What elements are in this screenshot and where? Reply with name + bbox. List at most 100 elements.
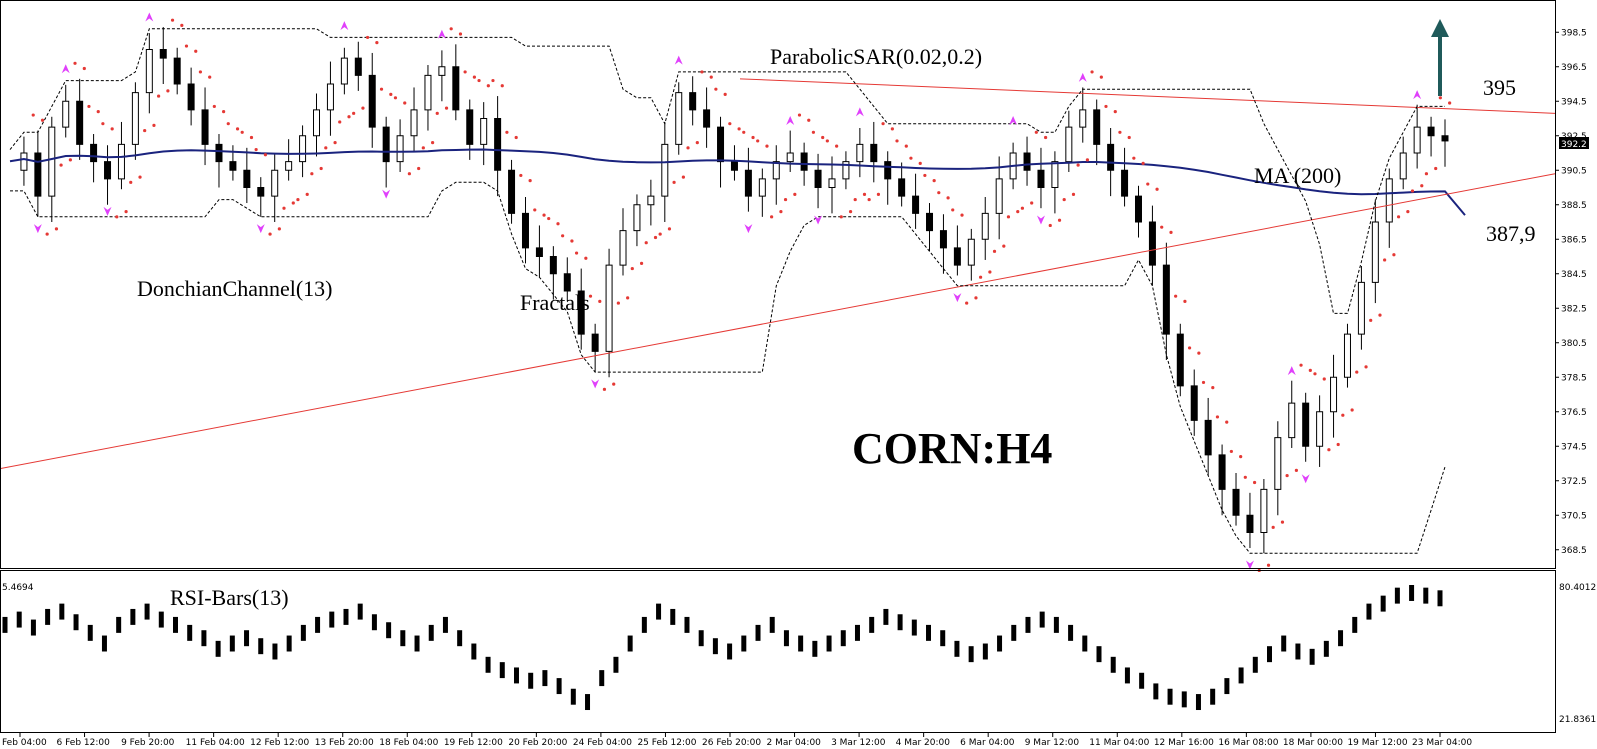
sar-dot (101, 122, 105, 126)
candle-body (1371, 221, 1379, 283)
candle-body (396, 135, 404, 163)
sar-dot (403, 101, 407, 105)
sar-dot (347, 115, 351, 119)
candle (173, 47, 181, 95)
candle (535, 225, 543, 278)
sar-dot (574, 251, 579, 255)
candle (1343, 323, 1351, 388)
candle (647, 179, 655, 226)
candle-body (717, 126, 725, 163)
sar-dot (960, 213, 964, 217)
candle (1288, 380, 1296, 448)
candle (368, 52, 376, 148)
candle (521, 196, 529, 264)
x-tick-label: 24 Feb 04:00 (573, 738, 632, 748)
sar-dot (143, 128, 147, 133)
y-tick-label: 384.5 (1561, 270, 1587, 280)
sar-dot (1383, 258, 1387, 262)
sar-dot (783, 197, 788, 202)
candle-body (591, 333, 599, 352)
sar-dot (124, 210, 128, 214)
candle-body (1274, 437, 1282, 490)
fractal-up-icon (437, 29, 446, 39)
candle-body (494, 118, 502, 171)
sar-dot (129, 180, 133, 184)
fractal-up-icon (1009, 115, 1018, 125)
candle-body (187, 83, 195, 111)
candle-body (1288, 402, 1296, 439)
candle-body (243, 169, 251, 188)
sar-dot (1057, 218, 1062, 222)
sar-dot (895, 139, 899, 143)
candle-body (76, 100, 84, 145)
fractal-down-icon (591, 379, 600, 389)
x-tick-label: 23 Mar 04:00 (1412, 738, 1472, 748)
sar-dot (1243, 475, 1247, 479)
sar-dot (709, 75, 713, 79)
candle-body (633, 204, 641, 232)
candle (1121, 147, 1129, 207)
donchian-label: DonchianChannel(13) (137, 276, 333, 301)
sar-dot (1020, 206, 1024, 210)
sar-dot (1132, 156, 1136, 160)
sar-dot (756, 139, 760, 143)
sar-dot (505, 130, 509, 134)
candle-body (884, 161, 892, 180)
candle (410, 87, 418, 152)
candle-body (466, 109, 474, 145)
sar-dot (1355, 370, 1359, 374)
candle-body (647, 195, 655, 206)
sar-dot (723, 92, 727, 96)
candle-body (856, 143, 864, 163)
sar-dot (974, 296, 978, 300)
candle (633, 194, 641, 247)
sar-dot (793, 192, 797, 196)
candle (577, 268, 585, 350)
sar-dot (291, 201, 295, 205)
y-tick-label: 396.5 (1561, 63, 1587, 73)
donchian-upper (9, 28, 1445, 314)
y-tick-label: 386.5 (1561, 235, 1587, 245)
candle-body (898, 178, 906, 197)
sar-dot (138, 175, 142, 179)
candle-body (605, 264, 613, 352)
sar-dot (728, 122, 732, 126)
sar-dot (208, 75, 212, 79)
candle (703, 87, 711, 148)
sar-dot (1341, 413, 1345, 417)
x-tick-label: 4 Mar 20:00 (896, 738, 951, 748)
sar-dot (1448, 101, 1452, 105)
sar-dot (40, 118, 45, 122)
fractal-up-icon (855, 107, 864, 117)
candle-body (1051, 161, 1059, 188)
fractal-down-icon (382, 189, 391, 199)
sar-dot (1313, 372, 1317, 376)
candle-body (354, 57, 362, 76)
sar-dot (491, 78, 495, 83)
sar-dot (87, 104, 91, 109)
x-tick-label: 9 Feb 20:00 (121, 738, 175, 748)
candle-body (1427, 126, 1435, 137)
sar-dot (184, 44, 189, 48)
fractal-up-icon (786, 115, 795, 125)
fractal-down-icon (256, 224, 265, 234)
sar-dot (1118, 130, 1122, 134)
candle-body (1148, 221, 1156, 266)
candle-body (1232, 488, 1240, 516)
candle (48, 116, 56, 222)
candle (452, 44, 460, 121)
candle-body (1330, 376, 1338, 413)
sar-dot (672, 180, 676, 184)
sar-dot (978, 275, 983, 279)
candle-body (1385, 178, 1393, 223)
x-tick-label: 18 Mar 00:00 (1283, 738, 1343, 748)
candle (1051, 151, 1059, 214)
candle (842, 151, 850, 190)
candle-body (563, 273, 571, 292)
sar-dot (1424, 172, 1429, 176)
candle-body (521, 212, 529, 249)
candle-body (758, 178, 766, 197)
candle-body (577, 290, 585, 335)
sar-dot (319, 166, 323, 171)
candle-body (814, 169, 822, 188)
